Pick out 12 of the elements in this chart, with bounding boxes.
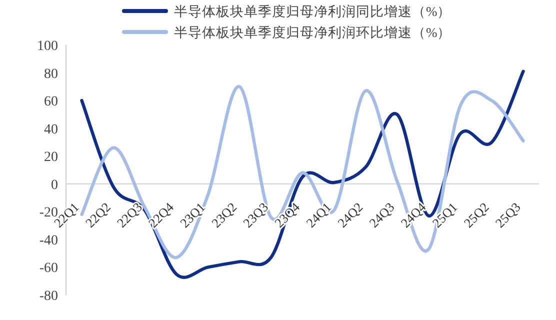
y-tick-label: -40 — [39, 233, 58, 248]
y-tick-label: -60 — [39, 261, 58, 276]
legend-label: 半导体板块单季度归母净利润环比增速（%） — [174, 25, 452, 40]
line-series — [80, 85, 525, 260]
y-tick-label: 20 — [44, 150, 58, 166]
y-tick-label: 80 — [44, 66, 58, 82]
y-tick-label: 60 — [44, 94, 58, 110]
y-tick-label: 0 — [51, 178, 58, 193]
y-tick-label: -80 — [39, 289, 58, 304]
legend-label: 半导体板块单季度归母净利润同比增速（%） — [174, 4, 452, 19]
y-tick-label: 100 — [37, 39, 58, 54]
y-tick-label: 40 — [44, 122, 58, 138]
